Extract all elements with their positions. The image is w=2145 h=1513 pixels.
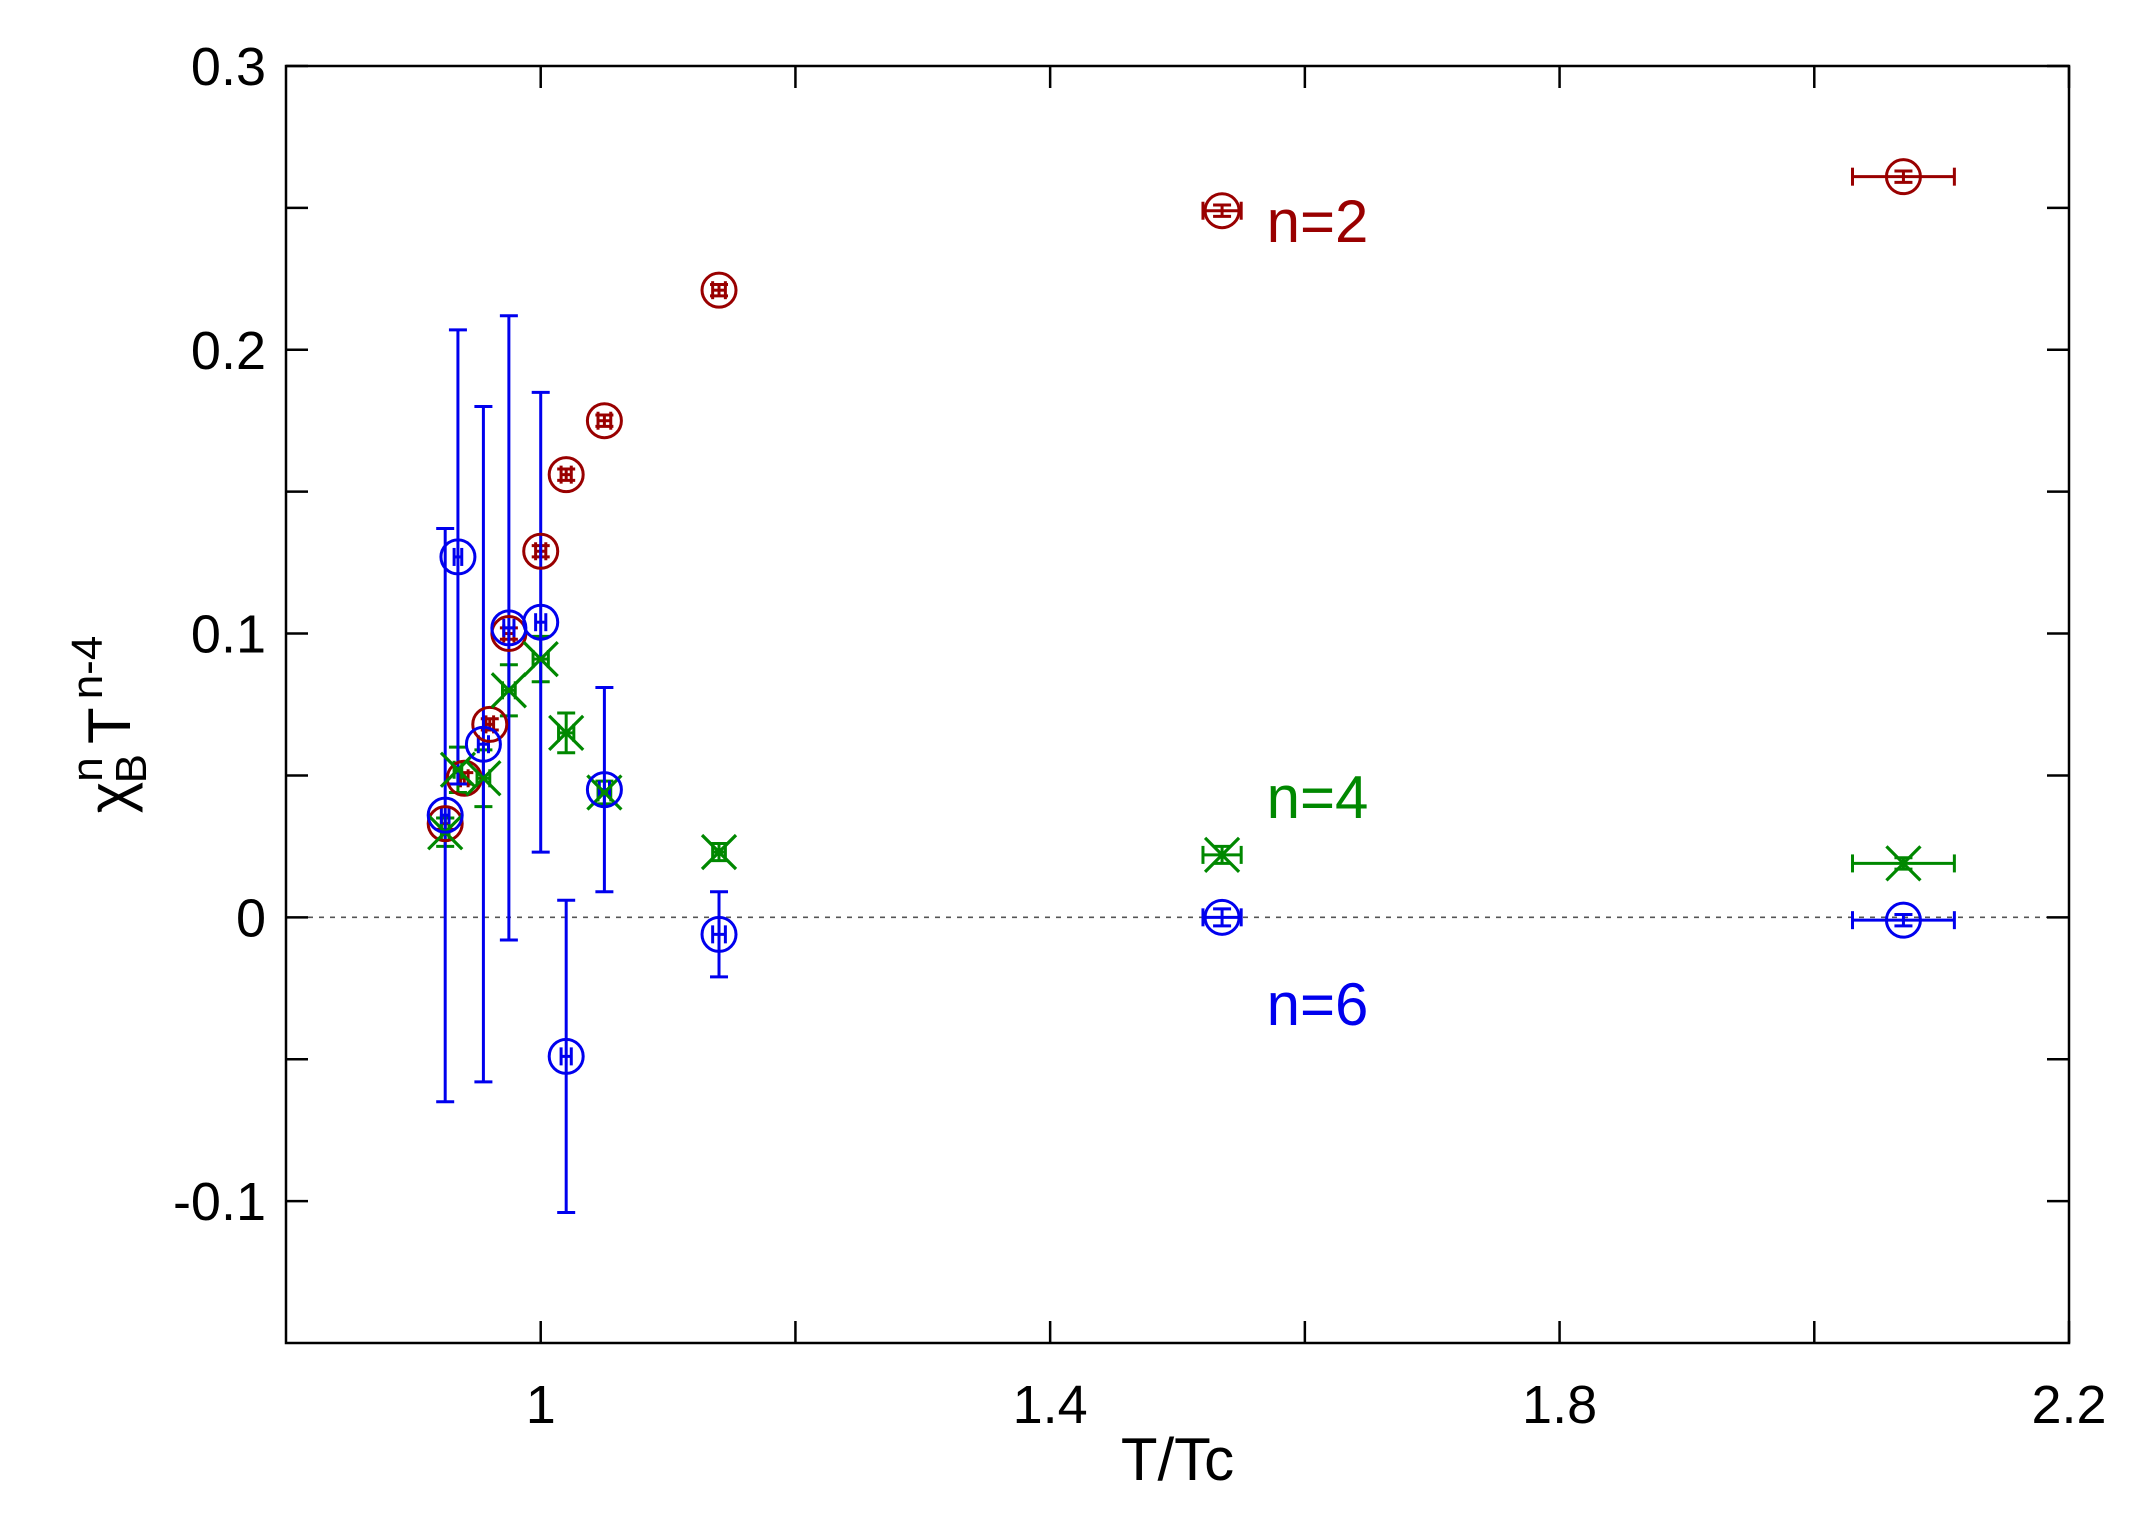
series-n6-point [1884, 901, 1922, 939]
series-n2-errorbar [1201, 201, 1243, 220]
series-n2-point [700, 271, 738, 309]
y-axis-superscript: n [63, 757, 112, 781]
y-axis-symbol: χ [76, 782, 143, 814]
series-n6-point [585, 771, 623, 809]
series-n6-errorbar [474, 405, 493, 1084]
annotation-n2: n=2 [1267, 188, 1369, 255]
series-n2-errorbar [1850, 167, 1956, 186]
series-n2-errorbar [595, 411, 614, 430]
series-n6-errorbar [710, 890, 729, 979]
series-n6-errorbar [1850, 911, 1956, 930]
y-axis-title: χnBTn-4 [63, 636, 156, 814]
svg-text:χnBTn-4: χnBTn-4 [63, 636, 156, 814]
series-n2-point [1203, 192, 1241, 230]
series-n6-point [700, 915, 738, 953]
series-n4-point [548, 714, 585, 752]
plot-frame [284, 64, 2071, 1345]
y-axis-base: T [76, 707, 143, 744]
annotation-n6: n=6 [1267, 971, 1369, 1038]
series-n6-errorbar [557, 898, 576, 1214]
series-n4-point [439, 751, 477, 788]
series-n6-errorbar [448, 328, 467, 786]
series-n6-errorbar [595, 685, 614, 894]
y-axis-subscript: B [107, 754, 156, 783]
series-n2-point [585, 402, 623, 440]
series-n2-point [547, 456, 585, 494]
series-n6-errorbar [531, 390, 550, 854]
series-n6-errorbar [436, 527, 455, 1104]
x-tick-label: 1 [526, 1375, 556, 1435]
series-n4-point [465, 760, 502, 797]
series-n6-errorbar [499, 314, 518, 942]
y-tick-label: 0.1 [191, 605, 266, 665]
x-tick-label: 1.8 [1522, 1375, 1597, 1435]
y-tick-label: 0.3 [191, 37, 266, 97]
series-n2-point [426, 805, 464, 843]
series-n2-point [471, 705, 509, 743]
series-n4-point [1203, 836, 1241, 874]
series-n6-point [464, 725, 502, 763]
series-n6-point [1203, 898, 1241, 936]
y-tick-label: 0.2 [191, 321, 266, 381]
series-n2-point [1884, 158, 1922, 196]
series-n4-point [490, 672, 528, 709]
y-tick-label: 0 [236, 888, 266, 948]
series-n4-point [1885, 845, 1922, 882]
series-n2-errorbar [557, 465, 576, 484]
x-tick-label: 2.2 [2031, 1375, 2106, 1435]
y-tick-label: -0.1 [173, 1172, 266, 1232]
series-n4-point [522, 640, 559, 678]
annotation-n4: n=4 [1267, 764, 1369, 831]
series-n6-point [439, 538, 477, 576]
series-n2-point [522, 532, 560, 570]
series-n6-errorbar [1201, 907, 1243, 928]
series-n2-errorbar [710, 281, 729, 300]
x-tick-label: 1.4 [1013, 1375, 1088, 1435]
series-n4-point [700, 833, 738, 871]
y-axis-exponent: n-4 [63, 636, 112, 700]
series-n6-point [522, 603, 560, 641]
series-n6-point [547, 1037, 585, 1075]
x-axis-title: T/Tc [1121, 1426, 1234, 1493]
series-n6-point [426, 796, 464, 834]
